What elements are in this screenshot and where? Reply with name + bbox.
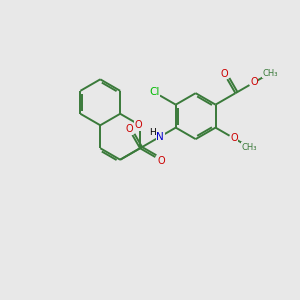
Text: O: O [220, 68, 228, 79]
Text: O: O [230, 134, 238, 143]
Text: O: O [125, 124, 133, 134]
Text: H: H [149, 128, 156, 136]
Text: O: O [135, 120, 142, 130]
Text: CH₃: CH₃ [242, 142, 257, 152]
Text: N: N [156, 132, 164, 142]
Text: CH₃: CH₃ [262, 69, 278, 78]
Text: Cl: Cl [149, 87, 160, 97]
Text: O: O [158, 156, 166, 166]
Text: O: O [250, 77, 258, 87]
